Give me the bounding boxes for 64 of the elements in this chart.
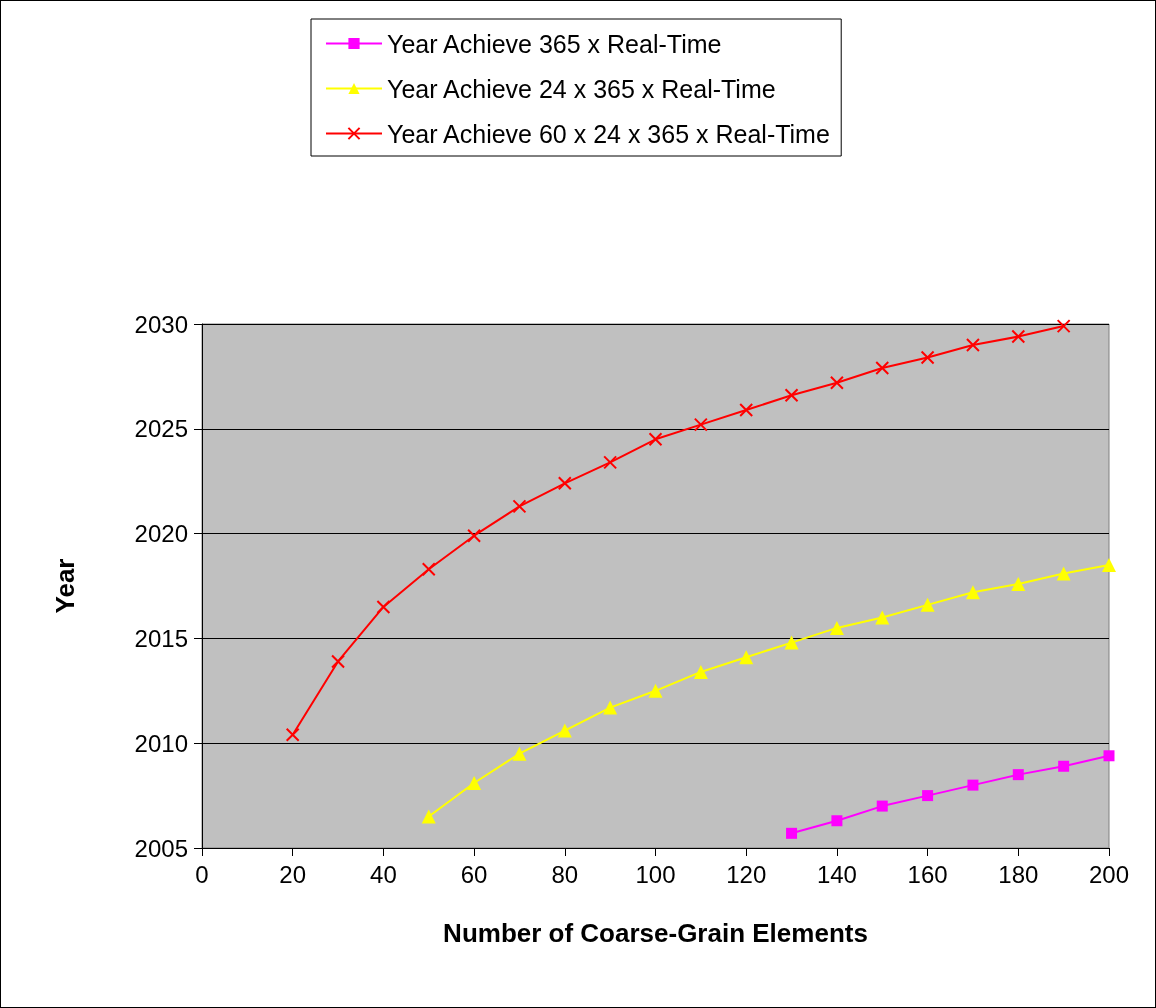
point	[875, 361, 890, 376]
legend-label: Year Achieve 60 x 24 x 365 x Real-Time	[387, 119, 830, 148]
point	[693, 664, 708, 679]
point	[421, 809, 436, 824]
point	[648, 683, 663, 698]
point	[1102, 558, 1116, 573]
point	[1058, 760, 1070, 772]
y-axis-title: Year	[50, 558, 80, 614]
x-tick-label: 0	[195, 860, 209, 888]
point	[1011, 329, 1026, 344]
point	[739, 650, 754, 665]
point	[920, 350, 935, 365]
point	[512, 746, 527, 761]
point	[648, 432, 663, 447]
point	[831, 815, 843, 827]
point	[784, 388, 799, 403]
point	[876, 800, 888, 812]
y-tick-label: 2030	[134, 310, 188, 338]
x-tick-label: 160	[907, 860, 948, 888]
point	[285, 727, 300, 742]
point	[1103, 750, 1115, 762]
point	[784, 635, 799, 650]
point	[1056, 566, 1071, 581]
point	[965, 585, 980, 600]
y-tick-label: 2015	[134, 624, 188, 652]
point	[512, 499, 527, 514]
x-tick-label: 40	[370, 860, 397, 888]
point	[693, 417, 708, 432]
point	[1011, 576, 1026, 591]
x-tick-label: 20	[279, 860, 307, 888]
point	[1012, 769, 1024, 781]
point	[603, 700, 618, 715]
y-tick-label: 2005	[134, 834, 188, 862]
point	[967, 779, 979, 791]
point	[875, 610, 890, 625]
point	[1056, 319, 1071, 334]
x-tick-label: 120	[726, 860, 767, 888]
legend-label: Year Achieve 365 x Real-Time	[387, 29, 722, 58]
legend-label: Year Achieve 24 x 365 x Real-Time	[387, 74, 776, 103]
y-tick-label: 2020	[134, 520, 188, 548]
y-tick-label: 2010	[134, 729, 188, 757]
point	[467, 776, 482, 791]
y-tick-label: 2025	[134, 415, 188, 443]
point	[467, 528, 482, 543]
point	[603, 455, 618, 470]
point	[376, 599, 391, 614]
x-tick-label: 80	[551, 860, 579, 888]
x-tick-label: 100	[635, 860, 676, 888]
point	[920, 597, 935, 612]
x-tick-label: 140	[816, 860, 857, 888]
point	[829, 375, 844, 390]
x-tick-label: 200	[1088, 860, 1130, 888]
point	[331, 654, 346, 669]
point	[421, 562, 436, 577]
point	[922, 790, 934, 802]
point	[965, 337, 980, 352]
point	[557, 723, 572, 738]
x-tick-label: 180	[998, 860, 1039, 888]
x-tick-label: 60	[460, 860, 488, 888]
point	[557, 476, 572, 491]
point	[786, 827, 798, 839]
point	[739, 402, 754, 417]
point	[829, 620, 844, 635]
x-axis-title: Number of Coarse-Grain Elements	[443, 918, 868, 948]
